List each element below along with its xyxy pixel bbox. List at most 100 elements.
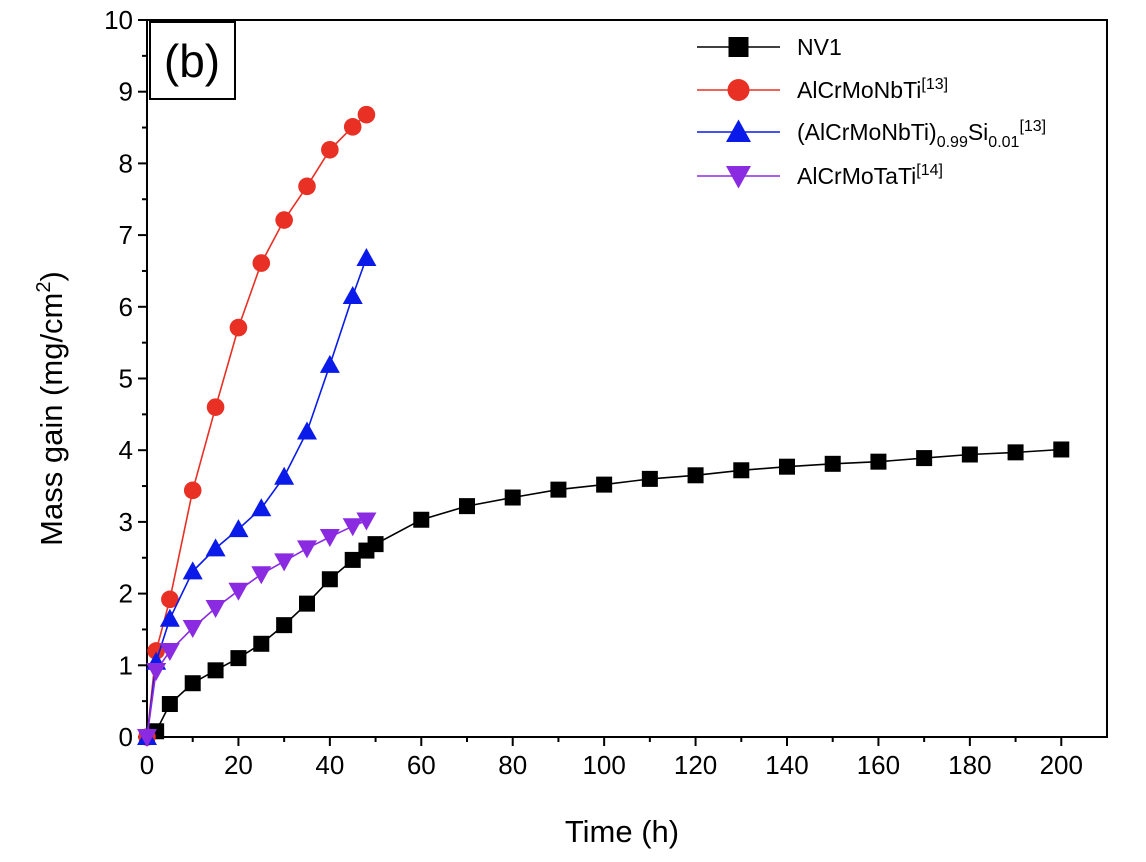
y-tick-label: 10 <box>104 5 133 35</box>
axes: 0 20 40 60 80 100 120 140 160 180 200 0 1 2 3 4 5 6 7 8 9 10 T… <box>33 5 1108 849</box>
data-point <box>253 635 270 652</box>
data-point <box>228 582 249 601</box>
panel-label: (b) <box>164 35 220 87</box>
legend-label: AlCrMoNbTi[13] <box>797 76 948 103</box>
legend-item-3: AlCrMoTaTi[14] <box>697 162 943 189</box>
data-point <box>342 286 363 305</box>
series-layer <box>137 105 1070 747</box>
data-point <box>184 675 201 692</box>
data-point <box>298 177 316 196</box>
data-point <box>297 540 317 559</box>
x-tick-label: 180 <box>948 750 991 780</box>
series-3 <box>137 512 377 747</box>
y-axis-title: Mass gain (mg/cm2) <box>33 271 69 546</box>
x-tick-label: 120 <box>674 750 717 780</box>
legend: NV1AlCrMoNbTi[13](AlCrMoNbTi)0.99Si0.01[… <box>697 34 1046 189</box>
legend-label-part: AlCrMoNbTi <box>797 77 921 103</box>
legend-item-0: NV1 <box>697 34 842 60</box>
legend-label-part: AlCrMoTaTi <box>797 163 916 189</box>
data-point <box>146 663 167 682</box>
x-axis-title: Time (h) <box>565 814 679 849</box>
legend-item-2: (AlCrMoNbTi)0.99Si0.01[13] <box>697 118 1046 151</box>
legend-label-part: [13] <box>921 76 948 93</box>
data-point <box>824 455 841 472</box>
y-tick-label: 4 <box>119 435 133 465</box>
data-point <box>459 498 475 515</box>
x-tick-label: 40 <box>315 750 344 780</box>
y-axis-title-sup: 2 <box>33 281 55 292</box>
data-point <box>319 528 340 547</box>
legend-label-part: NV1 <box>797 34 842 60</box>
x-tick-label: 200 <box>1040 750 1083 780</box>
data-point <box>641 470 658 487</box>
data-point <box>356 248 377 267</box>
legend-label-part: 0.01 <box>988 134 1019 151</box>
x-tick-label: 100 <box>582 750 625 780</box>
data-point <box>183 481 202 500</box>
data-point <box>182 561 203 580</box>
legend-marker <box>727 79 750 101</box>
data-point <box>205 599 226 618</box>
data-point <box>367 536 384 553</box>
y-tick-label: 0 <box>119 722 133 752</box>
data-point <box>299 595 315 612</box>
data-point <box>319 354 340 373</box>
legend-label: NV1 <box>797 34 842 60</box>
x-tick-label: 140 <box>765 750 808 780</box>
legend-label-part: 0.99 <box>937 134 968 151</box>
data-point <box>206 398 225 416</box>
data-point <box>276 617 293 634</box>
data-point <box>161 696 178 713</box>
data-point <box>321 571 338 588</box>
y-tick-label: 5 <box>119 364 133 394</box>
y-tick-label: 6 <box>119 292 133 322</box>
legend-marker <box>726 119 751 142</box>
y-tick-label: 9 <box>119 77 133 107</box>
legend-label-part: (AlCrMoNbTi) <box>797 119 937 145</box>
data-point <box>228 519 249 538</box>
y-axis-title-tail: ) <box>34 271 69 281</box>
data-point <box>207 662 224 679</box>
data-point <box>274 466 295 485</box>
data-point <box>274 553 295 572</box>
panel-label-box <box>149 21 236 100</box>
x-tick-label: 20 <box>224 750 253 780</box>
y-tick-label: 8 <box>119 148 133 178</box>
y-tick-label: 1 <box>119 650 133 680</box>
data-point <box>251 566 272 585</box>
y-tick-label: 2 <box>119 579 133 609</box>
data-point <box>229 318 248 337</box>
legend-label-part: [13] <box>1019 118 1046 135</box>
data-point <box>343 118 362 136</box>
data-point <box>779 458 795 475</box>
legend-marker <box>728 37 749 57</box>
series-line <box>146 448 1062 738</box>
data-point <box>137 729 157 747</box>
y-tick-label: 3 <box>119 507 133 537</box>
y-axis-title-main: Mass gain (mg/cm <box>34 293 69 546</box>
data-point <box>357 105 376 124</box>
data-point <box>251 498 272 517</box>
series-2 <box>137 248 377 745</box>
data-point <box>230 650 247 667</box>
data-point <box>297 421 317 440</box>
data-point <box>550 481 567 498</box>
data-point <box>321 140 339 159</box>
legend-marker <box>726 166 751 189</box>
data-point <box>1053 441 1070 458</box>
legend-label: (AlCrMoNbTi)0.99Si0.01[13] <box>797 118 1046 151</box>
panel-label-group: (b) <box>149 21 236 100</box>
data-point <box>413 511 430 528</box>
legend-item-1: AlCrMoNbTi[13] <box>697 76 948 103</box>
data-point <box>733 462 750 479</box>
data-point <box>205 538 226 557</box>
data-point <box>356 512 377 531</box>
legend-label: AlCrMoTaTi[14] <box>797 162 943 189</box>
series-0 <box>139 441 1070 745</box>
data-point <box>161 590 179 609</box>
data-point <box>159 642 180 661</box>
series-line <box>146 257 368 738</box>
data-point <box>159 608 180 627</box>
data-point <box>252 254 271 272</box>
